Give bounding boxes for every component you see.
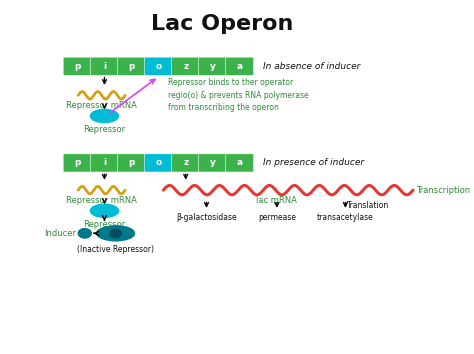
Ellipse shape: [110, 229, 121, 238]
FancyBboxPatch shape: [172, 57, 200, 75]
Text: In presence of inducer: In presence of inducer: [263, 159, 364, 167]
Text: Repressor binds to ther operator
regio(o) & prevents RNA polymerase
from transcr: Repressor binds to ther operator regio(o…: [168, 79, 309, 113]
FancyBboxPatch shape: [199, 154, 227, 172]
Ellipse shape: [97, 226, 135, 241]
Text: (Inactive Repressor): (Inactive Repressor): [77, 245, 154, 253]
Text: Translation: Translation: [347, 201, 390, 210]
FancyBboxPatch shape: [118, 154, 145, 172]
FancyBboxPatch shape: [226, 57, 254, 75]
FancyBboxPatch shape: [172, 154, 200, 172]
Text: o: o: [155, 62, 162, 71]
Ellipse shape: [97, 229, 108, 238]
Text: a: a: [237, 159, 243, 167]
Ellipse shape: [78, 229, 91, 238]
Text: p: p: [128, 62, 135, 71]
Text: β-galactosidase: β-galactosidase: [176, 213, 237, 222]
FancyBboxPatch shape: [226, 154, 254, 172]
Text: Repressor: Repressor: [83, 125, 126, 135]
FancyBboxPatch shape: [199, 57, 227, 75]
FancyBboxPatch shape: [145, 57, 173, 75]
Text: transacetylase: transacetylase: [317, 213, 374, 222]
Text: z: z: [183, 159, 188, 167]
Text: Transcription: Transcription: [416, 185, 470, 195]
FancyBboxPatch shape: [63, 57, 91, 75]
Ellipse shape: [91, 204, 118, 217]
Text: p: p: [74, 159, 81, 167]
Text: Repressor mRNA: Repressor mRNA: [66, 101, 137, 110]
Text: i: i: [103, 159, 106, 167]
Text: z: z: [183, 62, 188, 71]
Text: Repressor: Repressor: [83, 220, 126, 229]
Text: lac mRNA: lac mRNA: [256, 196, 297, 205]
Text: a: a: [237, 62, 243, 71]
FancyBboxPatch shape: [90, 57, 118, 75]
Text: p: p: [74, 62, 81, 71]
Ellipse shape: [91, 109, 118, 122]
FancyBboxPatch shape: [118, 57, 145, 75]
FancyBboxPatch shape: [63, 154, 91, 172]
Text: y: y: [210, 159, 216, 167]
Text: p: p: [128, 159, 135, 167]
Text: Repressor mRNA: Repressor mRNA: [66, 196, 137, 205]
Text: i: i: [103, 62, 106, 71]
FancyBboxPatch shape: [145, 154, 173, 172]
Text: Lac Operon: Lac Operon: [151, 14, 294, 34]
Text: o: o: [155, 159, 162, 167]
Text: In absence of inducer: In absence of inducer: [263, 62, 360, 71]
Text: y: y: [210, 62, 216, 71]
FancyBboxPatch shape: [90, 154, 118, 172]
Text: permease: permease: [258, 213, 296, 222]
Text: Inducer: Inducer: [44, 229, 76, 238]
